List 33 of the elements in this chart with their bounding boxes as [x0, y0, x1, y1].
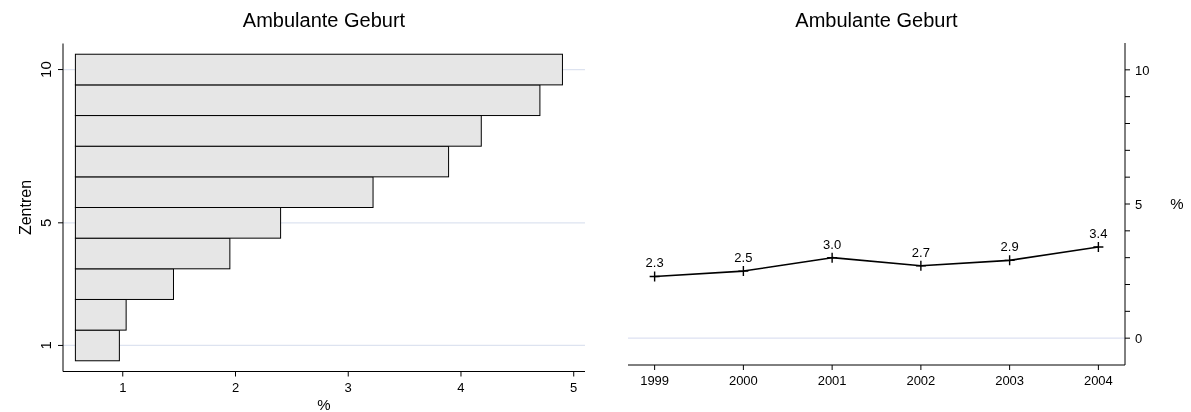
x-tick-label: 2000: [728, 373, 758, 388]
chart-title: Ambulante Geburt: [242, 9, 406, 31]
y-tick-label: 1: [37, 341, 54, 350]
data-label: 2.5: [734, 250, 753, 266]
y-axis-title: %: [1170, 195, 1184, 212]
chart-title: Ambulante Geburt: [795, 9, 959, 31]
x-tick-label: 2: [231, 379, 240, 395]
data-label: 2.7: [911, 244, 930, 260]
point: [648, 270, 661, 283]
data-label: 3.0: [823, 236, 842, 252]
y-tick-label: 10: [1135, 62, 1150, 78]
y-tick-label: 0: [1135, 331, 1143, 347]
point: [826, 251, 838, 264]
x-axis-title: %: [317, 395, 331, 412]
x-tick-label: 3: [344, 379, 352, 395]
x-tick-label: 2002: [906, 373, 936, 388]
x-tick-label: 2003: [995, 373, 1025, 388]
y-tick-label: 5: [1135, 197, 1143, 212]
x-tick-label: 5: [570, 379, 578, 395]
y-tick-label: 10: [37, 61, 54, 78]
x-tick-label: 1999: [640, 373, 670, 388]
x-tick-label: 2001: [817, 373, 847, 388]
data-label: 2.9: [1000, 239, 1019, 255]
data-label: 3.4: [1089, 225, 1108, 241]
x-tick-label: 1: [119, 379, 127, 395]
x-tick-label: 4: [457, 379, 465, 395]
y-tick-label: 5: [37, 218, 54, 227]
point: [1003, 254, 1016, 267]
point: [737, 265, 750, 277]
x-tick-label: 2004: [1083, 373, 1113, 388]
y-axis-title: Zentren: [17, 179, 34, 236]
point: [1092, 241, 1105, 253]
data-label: 2.3: [645, 255, 664, 271]
